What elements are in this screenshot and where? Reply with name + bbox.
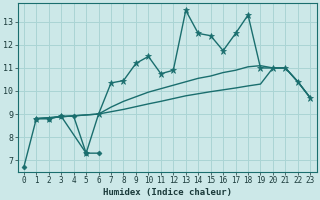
X-axis label: Humidex (Indice chaleur): Humidex (Indice chaleur)	[103, 188, 232, 197]
